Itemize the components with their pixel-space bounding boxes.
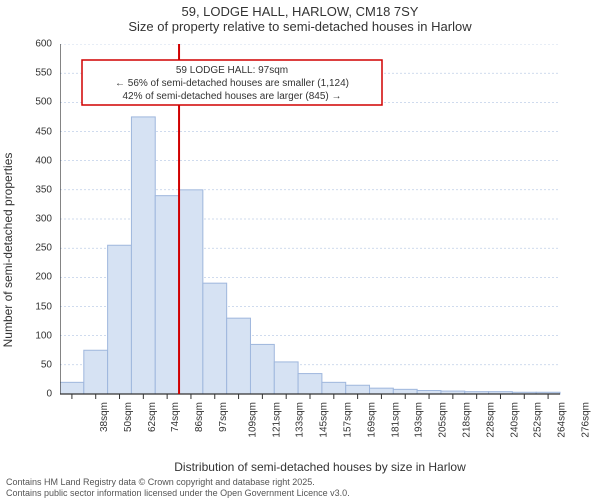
x-tick: 109sqm [247,402,258,438]
x-tick: 169sqm [366,402,377,438]
x-tick: 121sqm [271,402,282,438]
histogram-plot: 59 LODGE HALL: 97sqm ← 56% of semi-detach… [60,44,580,434]
y-tick: 100 [35,330,52,341]
y-tick: 450 [35,126,52,137]
footer-attribution: Contains HM Land Registry data © Crown c… [6,477,350,498]
x-tick: 276sqm [581,402,592,438]
title-line-2: Size of property relative to semi-detach… [0,19,600,34]
x-tick: 97sqm [218,402,229,432]
x-axis-label: Distribution of semi-detached houses by … [60,460,580,474]
x-tick: 133sqm [295,402,306,438]
x-tick: 181sqm [390,402,401,438]
x-tick: 157sqm [343,402,354,438]
x-tick: 86sqm [194,402,205,432]
y-tick: 300 [35,214,52,225]
y-tick: 200 [35,272,52,283]
chart-title-block: 59, LODGE HALL, HARLOW, CM18 7SY Size of… [0,0,600,34]
x-tick: 193sqm [414,402,425,438]
x-tick: 74sqm [170,402,181,432]
title-line-1: 59, LODGE HALL, HARLOW, CM18 7SY [0,4,600,19]
svg-text:← 56% of semi-detached houses: ← 56% of semi-detached houses are smalle… [115,78,349,89]
x-tick: 252sqm [533,402,544,438]
x-tick: 38sqm [99,402,110,432]
x-tick: 145sqm [319,402,330,438]
y-tick: 400 [35,155,52,166]
y-tick: 150 [35,301,52,312]
y-tick: 600 [35,39,52,50]
x-tick: 205sqm [438,402,449,438]
y-tick: 350 [35,184,52,195]
x-tick: 50sqm [123,402,134,432]
chart-area: 59 LODGE HALL: 97sqm ← 56% of semi-detach… [60,44,580,434]
svg-text:42% of semi-detached houses ar: 42% of semi-detached houses are larger (… [122,91,341,102]
y-tick: 0 [46,389,52,400]
x-tick: 218sqm [462,402,473,438]
footer-line-1: Contains HM Land Registry data © Crown c… [6,477,350,487]
y-tick: 500 [35,97,52,108]
x-tick: 228sqm [485,402,496,438]
footer-line-2: Contains public sector information licen… [6,488,350,498]
x-tick: 240sqm [509,402,520,438]
x-tick: 62sqm [147,402,158,432]
y-axis-label: Number of semi-detached properties [1,153,15,348]
y-tick: 250 [35,243,52,254]
x-tick: 264sqm [557,402,568,438]
y-tick: 550 [35,68,52,79]
y-tick: 50 [41,359,52,370]
svg-text:59 LODGE HALL: 97sqm: 59 LODGE HALL: 97sqm [176,65,288,76]
